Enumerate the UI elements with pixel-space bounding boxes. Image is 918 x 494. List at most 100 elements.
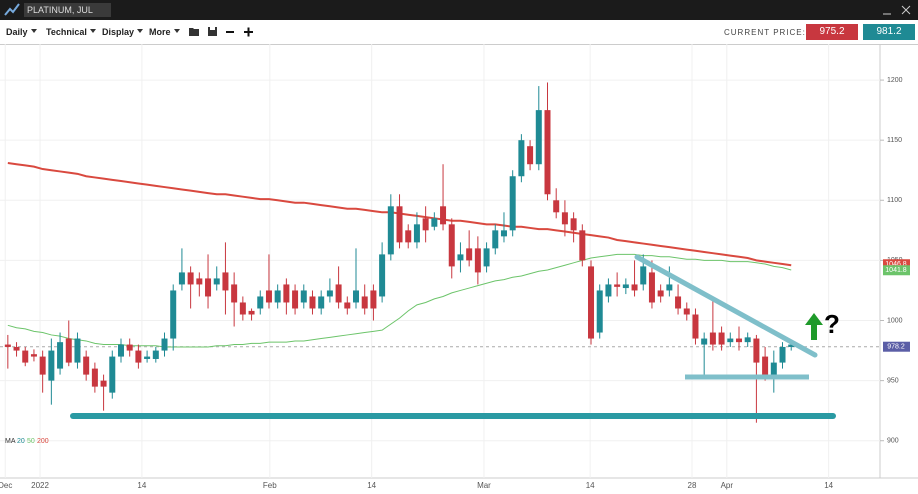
- candle-body: [205, 278, 212, 297]
- y-tick-label: 1200: [887, 77, 903, 84]
- candle-body: [370, 290, 377, 309]
- candle-body: [274, 290, 281, 303]
- candle-body: [213, 278, 220, 285]
- x-tick-label: 2022: [31, 481, 49, 490]
- candle-body: [709, 332, 716, 345]
- price-tag-label: 978.2: [887, 344, 905, 351]
- x-tick-label: 14: [137, 481, 146, 490]
- menu[interactable]: Technical: [46, 27, 96, 37]
- candle-body: [57, 342, 64, 369]
- candle-body: [309, 296, 316, 309]
- candle-body: [318, 296, 325, 309]
- annotation: ?: [824, 309, 840, 339]
- candle-body: [500, 230, 507, 237]
- candle-body: [518, 140, 525, 177]
- candle-body: [579, 230, 586, 261]
- x-tick-label: 14: [586, 481, 595, 490]
- menu[interactable]: Display: [102, 27, 143, 37]
- y-tick-label: 1100: [887, 197, 902, 204]
- candle-body: [379, 254, 386, 297]
- x-tick-label: Apr: [721, 481, 734, 490]
- candle-body: [91, 368, 98, 387]
- candle-body: [692, 314, 699, 339]
- candle-body: [535, 110, 542, 165]
- ma-line: [7, 253, 792, 348]
- candle-body: [413, 224, 420, 243]
- candle-body: [257, 296, 264, 309]
- candle-body: [457, 254, 464, 261]
- candle-body: [65, 338, 72, 363]
- candle-body: [144, 356, 151, 359]
- candle-body: [509, 176, 516, 231]
- x-tick-label: Mar: [477, 481, 491, 490]
- candle-body: [614, 284, 621, 287]
- minimize[interactable]: [881, 4, 893, 16]
- candle-body: [631, 284, 638, 291]
- close[interactable]: [900, 4, 912, 16]
- candle-body: [744, 337, 751, 343]
- legend-item: 20: [17, 438, 25, 445]
- bid-price[interactable]: 975.2: [806, 24, 858, 40]
- candle-body: [239, 302, 246, 315]
- candle-body: [361, 296, 368, 309]
- menu[interactable]: More: [149, 27, 180, 37]
- legend-title: MA: [5, 438, 16, 445]
- legend-item: 200: [37, 438, 49, 445]
- candle-body: [344, 302, 351, 309]
- x-tick-label: 28: [688, 481, 697, 490]
- candle-body: [22, 350, 29, 363]
- ask-price[interactable]: 981.2: [863, 24, 915, 40]
- up-arrow: [805, 313, 823, 340]
- price-tag-label: 1041.8: [885, 267, 907, 274]
- y-tick-label: 900: [887, 438, 899, 445]
- candle-body: [527, 146, 534, 165]
- x-tick-label: 14: [824, 481, 833, 490]
- menu[interactable]: Daily: [6, 27, 37, 37]
- candle-body: [762, 356, 769, 375]
- candle-body: [39, 356, 46, 375]
- candle-body: [231, 284, 238, 303]
- tool-icons[interactable]: [187, 22, 257, 42]
- candle-body: [561, 212, 568, 225]
- chart: ? 90095010001050110011501200Dec202214Feb…: [0, 44, 918, 490]
- y-tick-label: 1150: [887, 137, 902, 144]
- candle-body: [248, 310, 255, 315]
- candle-body: [492, 230, 499, 249]
- candle-body: [448, 224, 455, 267]
- candle-body: [117, 344, 124, 357]
- logo: [4, 3, 20, 16]
- candle-body: [648, 272, 655, 303]
- candle-body: [622, 284, 629, 289]
- trendline: [634, 254, 818, 358]
- price-tag: [883, 259, 910, 270]
- candle-body: [152, 350, 159, 359]
- candle-body: [13, 346, 20, 351]
- top-bar: PLATINUM, JUL: [0, 0, 918, 20]
- candle-body: [553, 200, 560, 213]
- candle-body: [126, 344, 133, 351]
- candle-body: [30, 354, 37, 357]
- candle-body: [788, 344, 795, 347]
- candle-body: [544, 110, 551, 195]
- candle-body: [335, 284, 342, 303]
- candle-body: [770, 362, 777, 375]
- candle-body: [666, 284, 673, 291]
- symbol[interactable]: PLATINUM, JUL: [24, 3, 111, 17]
- current-price-label: CURRENT PRICE:: [724, 28, 806, 37]
- candle-body: [222, 272, 229, 291]
- candle-body: [466, 248, 473, 261]
- candle-body: [170, 290, 177, 339]
- candle-body: [440, 206, 447, 225]
- candle-body: [48, 350, 55, 381]
- candle-body: [431, 218, 438, 227]
- candle-body: [779, 346, 786, 363]
- candle-body: [570, 218, 577, 231]
- candle-body: [387, 206, 394, 255]
- candle-body: [4, 344, 11, 347]
- candle-body: [735, 338, 742, 343]
- candle-body: [605, 284, 612, 297]
- candle-body: [196, 278, 203, 285]
- candle-body: [353, 290, 360, 303]
- candle-body: [326, 290, 333, 297]
